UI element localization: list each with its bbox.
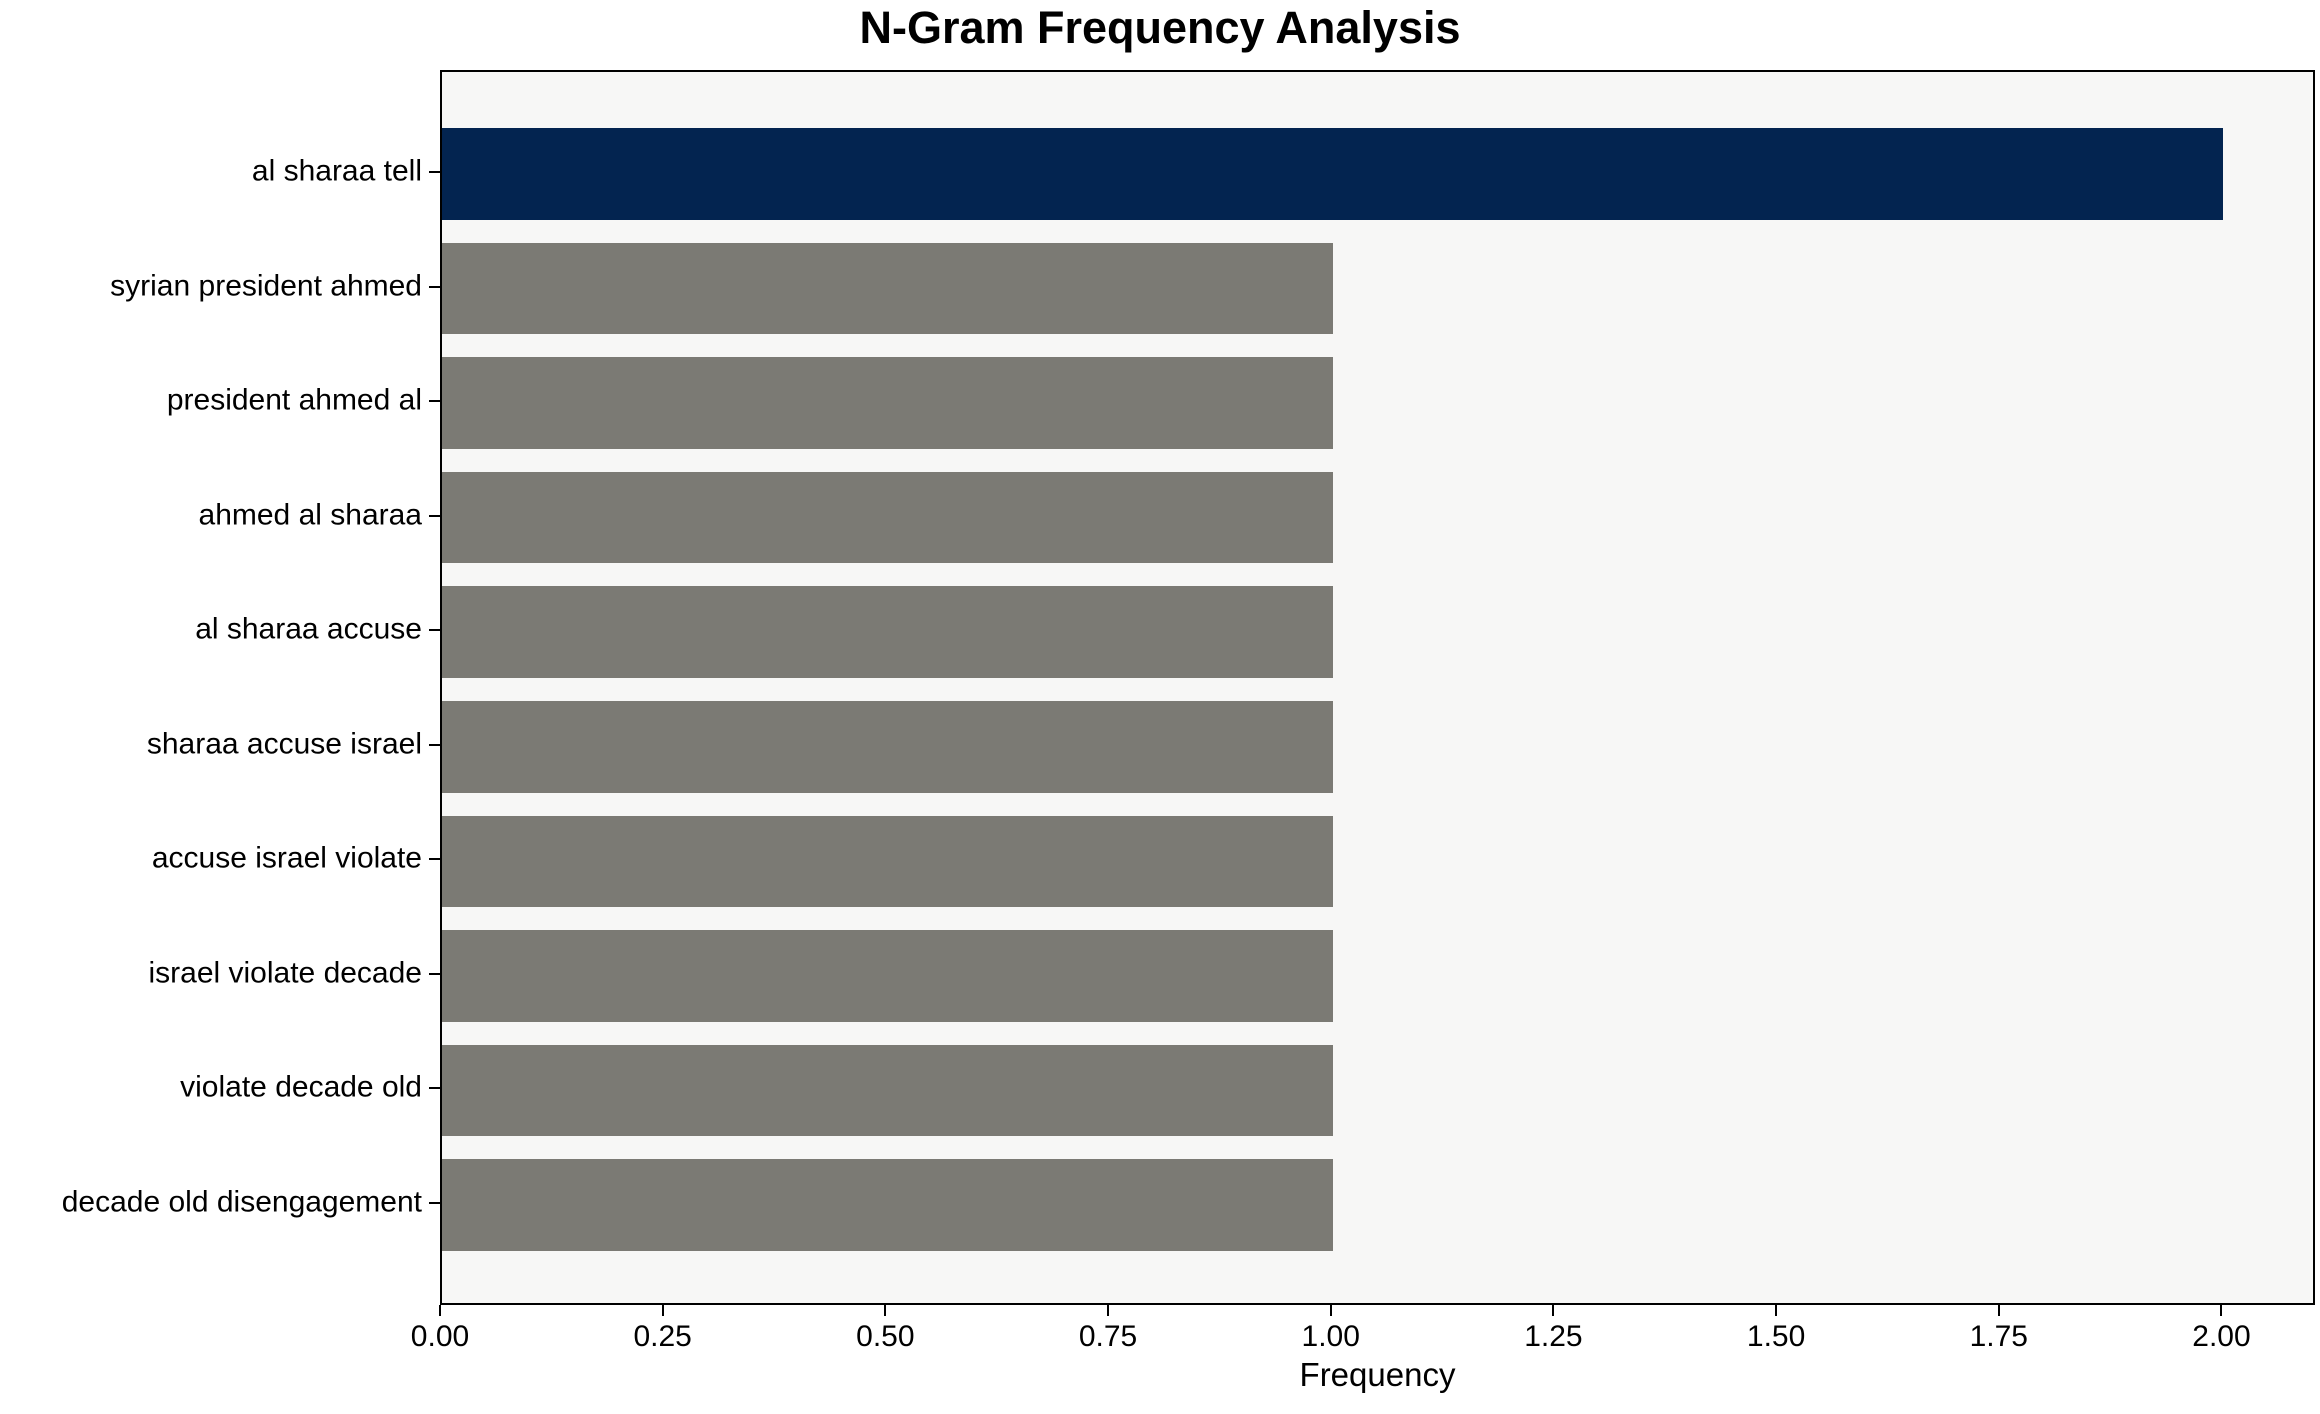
- bar: [442, 357, 1333, 449]
- x-tick-label: 1.75: [1969, 1320, 2028, 1353]
- x-tick-mark: [1552, 1305, 1555, 1316]
- y-tick-mark: [429, 972, 440, 975]
- y-tick-mark: [429, 170, 440, 173]
- y-tick-mark: [429, 514, 440, 517]
- y-tick-label: ahmed al sharaa: [198, 497, 422, 531]
- x-tick-mark: [661, 1305, 664, 1316]
- x-tick-mark: [1329, 1305, 1332, 1316]
- x-tick-mark: [2220, 1305, 2223, 1316]
- y-tick-mark: [429, 285, 440, 288]
- x-tick-label: 0.25: [633, 1320, 692, 1353]
- y-tick-mark: [429, 1202, 440, 1205]
- plot-area: [440, 70, 2315, 1305]
- bar: [442, 700, 1333, 793]
- x-tick-label: 2.00: [2192, 1320, 2251, 1353]
- bar: [442, 1159, 1333, 1251]
- y-tick-mark: [429, 400, 440, 403]
- y-tick-mark: [429, 858, 440, 861]
- y-tick-label: decade old disengagement: [61, 1185, 422, 1219]
- x-tick-mark: [1775, 1305, 1778, 1316]
- x-tick-label: 0.00: [410, 1320, 470, 1353]
- x-tick-mark: [884, 1305, 887, 1316]
- chart-title: N-Gram Frequency Analysis: [859, 2, 1461, 53]
- x-tick-label: 0.75: [1078, 1320, 1138, 1353]
- bar: [442, 586, 1333, 679]
- x-tick-mark: [1107, 1305, 1110, 1316]
- x-tick-label: 1.50: [1746, 1320, 1806, 1353]
- x-tick-mark: [1997, 1305, 2000, 1316]
- y-tick-label: syrian president ahmed: [110, 268, 422, 302]
- bar: [442, 1044, 1333, 1137]
- bar: [442, 815, 1333, 908]
- x-tick-label: 1.25: [1524, 1320, 1583, 1353]
- y-tick-label: accuse israel violate: [151, 841, 422, 875]
- y-tick-label: violate decade old: [180, 1070, 422, 1104]
- bar: [442, 930, 1333, 1022]
- y-tick-mark: [429, 1087, 440, 1090]
- y-tick-label: al sharaa accuse: [195, 612, 422, 646]
- x-axis-label: Frequency: [1299, 1356, 1456, 1393]
- y-tick-label: israel violate decade: [148, 956, 422, 990]
- y-tick-label: president ahmed al: [166, 383, 422, 417]
- y-tick-mark: [429, 743, 440, 746]
- x-tick-label: 1.00: [1301, 1320, 1360, 1353]
- bar: [442, 242, 1333, 335]
- x-tick-label: 0.50: [856, 1320, 915, 1353]
- y-tick-mark: [429, 629, 440, 632]
- y-tick-label: sharaa accuse israel: [146, 727, 422, 761]
- bar: [442, 128, 2224, 220]
- y-tick-label: al sharaa tell: [251, 154, 422, 188]
- x-tick-mark: [439, 1305, 441, 1316]
- bar: [442, 471, 1333, 564]
